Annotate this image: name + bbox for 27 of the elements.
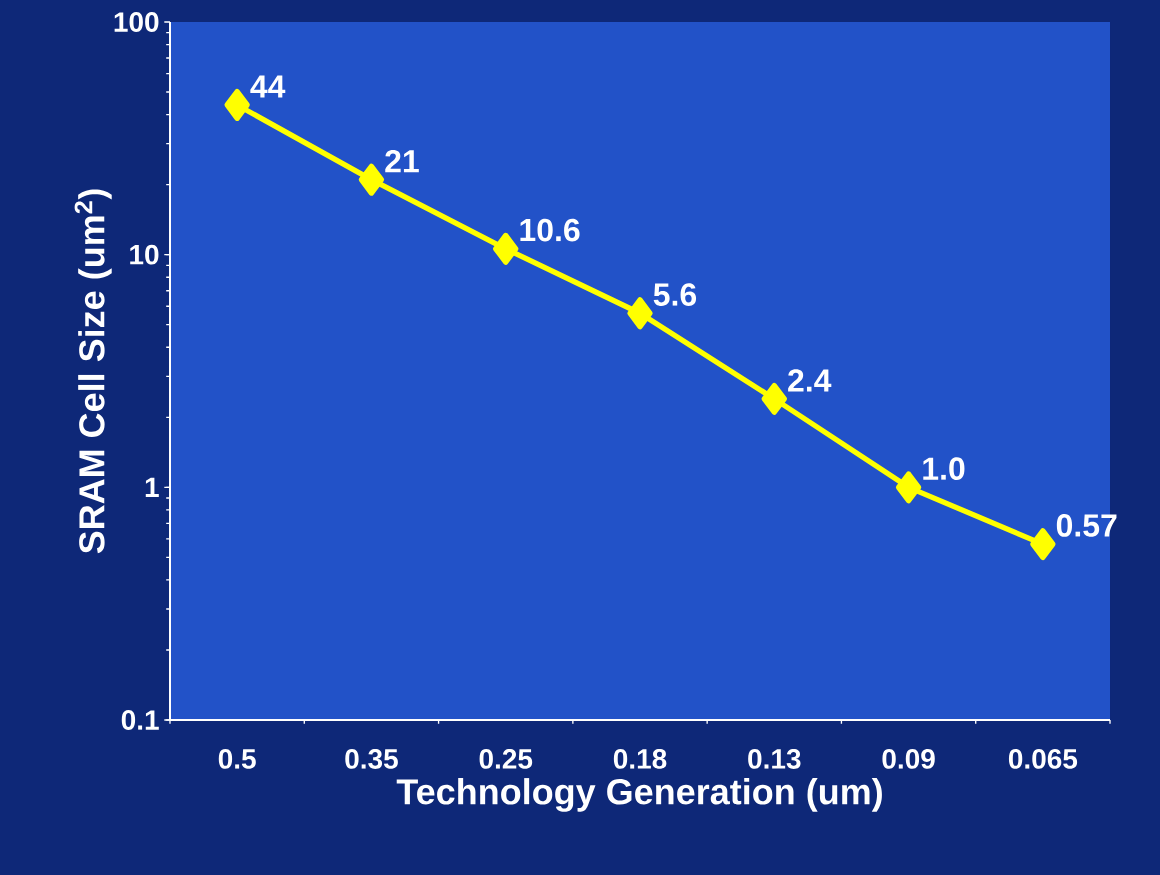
data-label: 44 (250, 75, 286, 98)
x-tick-label: 0.13 (748, 749, 801, 769)
y-tick-label: 10 (130, 244, 159, 265)
x-tick-label: 0.35 (345, 749, 398, 769)
point (761, 382, 787, 415)
x-tick-label: 0.065 (1008, 749, 1078, 769)
data-label: 2.4 (788, 369, 832, 392)
x-tick-label: 0.5 (218, 749, 256, 769)
y-tick-label: 100 (114, 12, 159, 32)
data-label: 5.6 (653, 283, 697, 306)
data-label: 1.0 (923, 457, 965, 480)
x-tick-label: 0.18 (613, 749, 667, 769)
point (358, 163, 385, 196)
point (895, 471, 922, 504)
point (224, 88, 250, 121)
x-axis-title: Technology Generation (um) (396, 778, 882, 812)
y-tick-label: 1 (145, 477, 159, 497)
data-label: 10.6 (520, 218, 580, 242)
data-label: 21 (385, 149, 419, 173)
x-tick-label: 0.25 (479, 749, 533, 769)
point (1030, 528, 1056, 561)
point (493, 232, 519, 265)
y-axis-title: SRAM Cell Size (um$^{2}$) (74, 189, 112, 554)
point (627, 297, 653, 330)
data-label: 0.57 (1056, 514, 1117, 537)
y-tick-label: 0.1 (121, 710, 159, 730)
x-tick-label: 0.09 (882, 749, 935, 769)
